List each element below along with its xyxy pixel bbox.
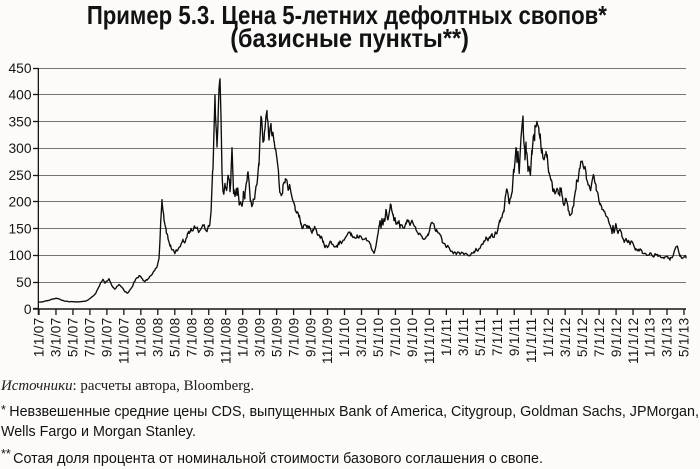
svg-text:7/1/08: 7/1/08 xyxy=(184,318,199,358)
svg-text:300: 300 xyxy=(8,141,31,156)
svg-text:250: 250 xyxy=(8,168,31,183)
svg-text:5/1/08: 5/1/08 xyxy=(167,318,182,358)
svg-text:3/1/10: 3/1/10 xyxy=(354,317,369,357)
svg-text:11/1/11: 11/1/11 xyxy=(524,318,539,363)
svg-text:1/1/07: 1/1/07 xyxy=(32,318,47,358)
svg-text:3/1/12: 3/1/12 xyxy=(558,318,573,358)
svg-text:7/1/12: 7/1/12 xyxy=(592,318,607,358)
svg-text:1/1/12: 1/1/12 xyxy=(541,318,556,358)
svg-text:1/1/10: 1/1/10 xyxy=(337,317,352,357)
svg-text:3/1/09: 3/1/09 xyxy=(252,318,267,358)
svg-text:350: 350 xyxy=(8,114,31,129)
svg-text:400: 400 xyxy=(8,88,31,103)
svg-text:1/1/13: 1/1/13 xyxy=(643,318,658,358)
svg-text:5/1/10: 5/1/10 xyxy=(371,317,386,357)
svg-text:9/1/11: 9/1/11 xyxy=(507,318,522,357)
svg-text:1/1/11: 1/1/11 xyxy=(439,318,454,357)
svg-text:11/1/12: 11/1/12 xyxy=(626,318,641,364)
svg-text:9/1/10: 9/1/10 xyxy=(405,317,420,357)
svg-text:9/1/07: 9/1/07 xyxy=(100,318,115,358)
svg-text:50: 50 xyxy=(16,275,32,290)
svg-text:9/1/09: 9/1/09 xyxy=(303,318,318,358)
svg-text:5/1/11: 5/1/11 xyxy=(473,318,488,357)
svg-text:7/1/09: 7/1/09 xyxy=(286,318,301,358)
svg-text:150: 150 xyxy=(8,222,31,237)
svg-text:5/1/13: 5/1/13 xyxy=(677,318,692,358)
svg-text:5/1/12: 5/1/12 xyxy=(575,318,590,358)
svg-text:200: 200 xyxy=(8,195,31,210)
svg-text:1/1/09: 1/1/09 xyxy=(235,318,250,358)
svg-text:3/1/13: 3/1/13 xyxy=(660,318,675,358)
svg-text:5/1/07: 5/1/07 xyxy=(66,318,81,358)
svg-text:7/1/11: 7/1/11 xyxy=(490,318,505,357)
svg-text:3/1/08: 3/1/08 xyxy=(151,318,166,358)
svg-text:450: 450 xyxy=(8,61,31,76)
svg-text:3/1/07: 3/1/07 xyxy=(49,318,64,358)
svg-text:9/1/08: 9/1/08 xyxy=(201,318,216,358)
svg-text:5/1/09: 5/1/09 xyxy=(269,318,284,358)
svg-text:3/1/11: 3/1/11 xyxy=(456,318,471,357)
svg-text:0: 0 xyxy=(24,302,32,317)
svg-text:11/1/10: 11/1/10 xyxy=(422,317,437,364)
svg-text:7/1/07: 7/1/07 xyxy=(83,318,98,358)
svg-text:11/1/09: 11/1/09 xyxy=(320,318,335,364)
svg-text:11/1/08: 11/1/08 xyxy=(218,318,233,364)
svg-text:100: 100 xyxy=(8,248,31,263)
svg-text:9/1/12: 9/1/12 xyxy=(609,318,624,358)
svg-text:1/1/08: 1/1/08 xyxy=(134,318,149,358)
svg-text:7/1/10: 7/1/10 xyxy=(388,317,403,357)
svg-text:11/1/07: 11/1/07 xyxy=(117,318,132,364)
